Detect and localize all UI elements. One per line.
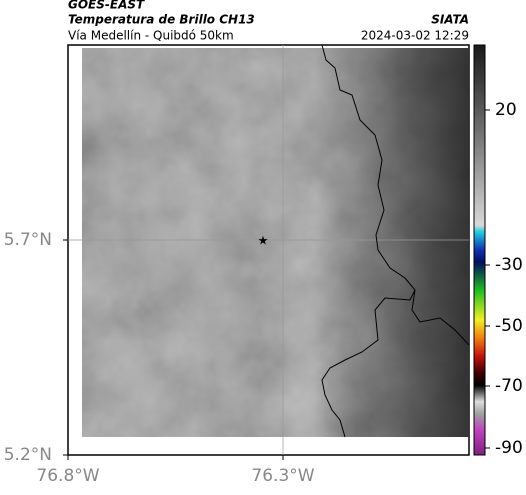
dark-clouds xyxy=(82,48,469,437)
product: Temperatura de Brillo CH13 xyxy=(68,13,255,27)
colorbar-tick-label: -50 xyxy=(495,316,523,336)
location-marker: ★ xyxy=(258,234,269,248)
map-panel: ★ xyxy=(67,44,470,456)
lon-label: 76.8°W xyxy=(36,466,99,486)
lon-label: 76.3°W xyxy=(251,466,314,486)
axis-labels: 5.7°N 5.2°N76.8°W 76.3°W xyxy=(4,230,315,486)
boundary xyxy=(321,44,470,438)
colorbar-tick-label: -30 xyxy=(495,255,523,275)
lat-label: 5.2°N xyxy=(4,445,52,465)
colorbar xyxy=(473,44,486,456)
colorbar-ticks: 20 -30 -50 -70 -90 xyxy=(485,100,523,458)
location: Vía Medellín - Quibdó 50km xyxy=(68,29,234,43)
colorbar-tick-label: -70 xyxy=(495,376,523,396)
satellite: GOES-EAST xyxy=(68,0,145,12)
datetime: 2024-03-02 12:29 xyxy=(361,29,469,43)
colorbar-tick-label: -90 xyxy=(495,438,523,458)
colorbar-tick-label: 20 xyxy=(495,100,517,120)
lat-label: 5.7°N xyxy=(4,230,52,250)
agency: SIATA xyxy=(431,13,469,27)
